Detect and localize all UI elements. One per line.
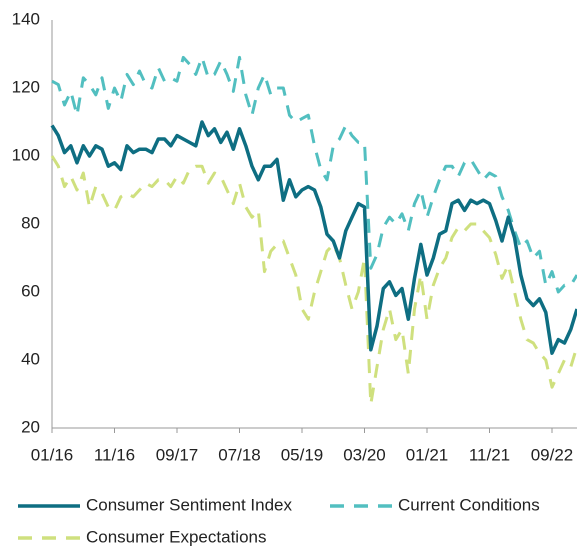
x-tick-label: 11/21 (469, 445, 510, 464)
y-tick-label: 140 (12, 9, 40, 28)
y-tick-label: 120 (12, 77, 40, 96)
legend-label: Consumer Sentiment Index (86, 495, 292, 514)
series-line (51, 55, 577, 294)
legend-label: Consumer Expectations (86, 527, 266, 546)
y-tick-label: 60 (21, 281, 40, 300)
series-line (50, 120, 577, 355)
y-tick-label: 80 (21, 213, 40, 232)
x-tick-label: 11/16 (94, 445, 135, 464)
x-tick-label: 05/19 (281, 445, 324, 464)
x-tick-label: 09/22 (531, 445, 574, 464)
y-tick-label: 100 (12, 145, 40, 164)
x-tick-label: 03/20 (343, 445, 386, 464)
y-tick-label: 40 (21, 349, 40, 368)
x-tick-label: 09/17 (156, 445, 199, 464)
y-tick-label: 20 (21, 417, 40, 436)
x-tick-label: 07/18 (218, 445, 261, 464)
x-tick-label: 01/16 (31, 445, 74, 464)
series-line (50, 155, 577, 406)
x-tick-label: 01/21 (406, 445, 449, 464)
legend-label: Current Conditions (398, 495, 540, 514)
